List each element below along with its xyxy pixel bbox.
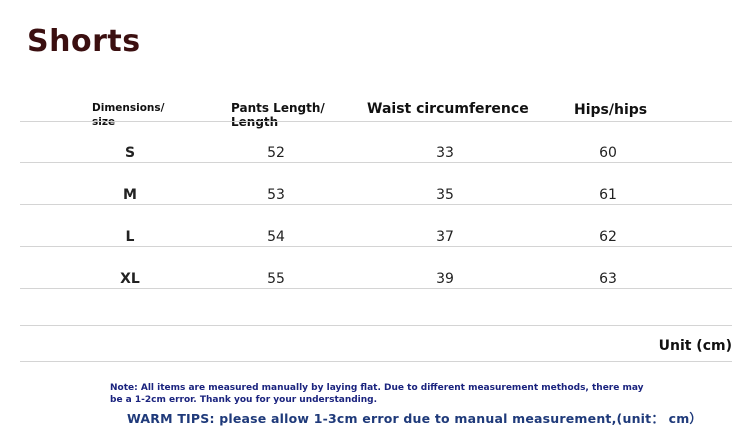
warm-tips: WARM TIPS: please allow 1-3cm error due … [127,411,703,426]
hips-cell: 61 [599,187,617,203]
header-length: Pants Length/ Length [231,101,325,129]
waist-cell: 33 [436,145,454,161]
waist-cell: 37 [436,229,454,245]
divider [20,162,732,163]
length-cell: 52 [267,145,285,161]
length-cell: 55 [267,271,285,287]
header-hips: Hips/hips [574,102,648,118]
unit-label: Unit (cm) [658,338,732,354]
size-cell: S [124,145,136,161]
header-waist: Waist circumference [367,101,529,117]
header-size-line1: Dimensions/ [92,102,165,114]
size-cell: L [125,229,135,245]
header-length-line2: Length [231,115,279,129]
divider [20,204,732,205]
length-cell: 54 [267,229,285,245]
hips-cell: 60 [599,145,617,161]
waist-cell: 35 [436,187,454,203]
divider [20,361,732,362]
measurement-note: Note: All items are measured manually by… [110,383,644,405]
divider [20,325,732,326]
hips-cell: 62 [599,229,617,245]
size-cell: M [123,187,137,203]
length-cell: 53 [267,187,285,203]
page-title: Shorts [27,24,141,59]
header-size-line2: size [92,116,116,128]
waist-cell: 39 [436,271,454,287]
header-size: Dimensions/ size [92,101,164,129]
divider [20,246,732,247]
header-length-line1: Pants Length/ [231,101,325,115]
hips-cell: 63 [599,271,617,287]
divider [20,121,732,122]
divider [20,288,732,289]
size-cell: XL [120,271,140,287]
